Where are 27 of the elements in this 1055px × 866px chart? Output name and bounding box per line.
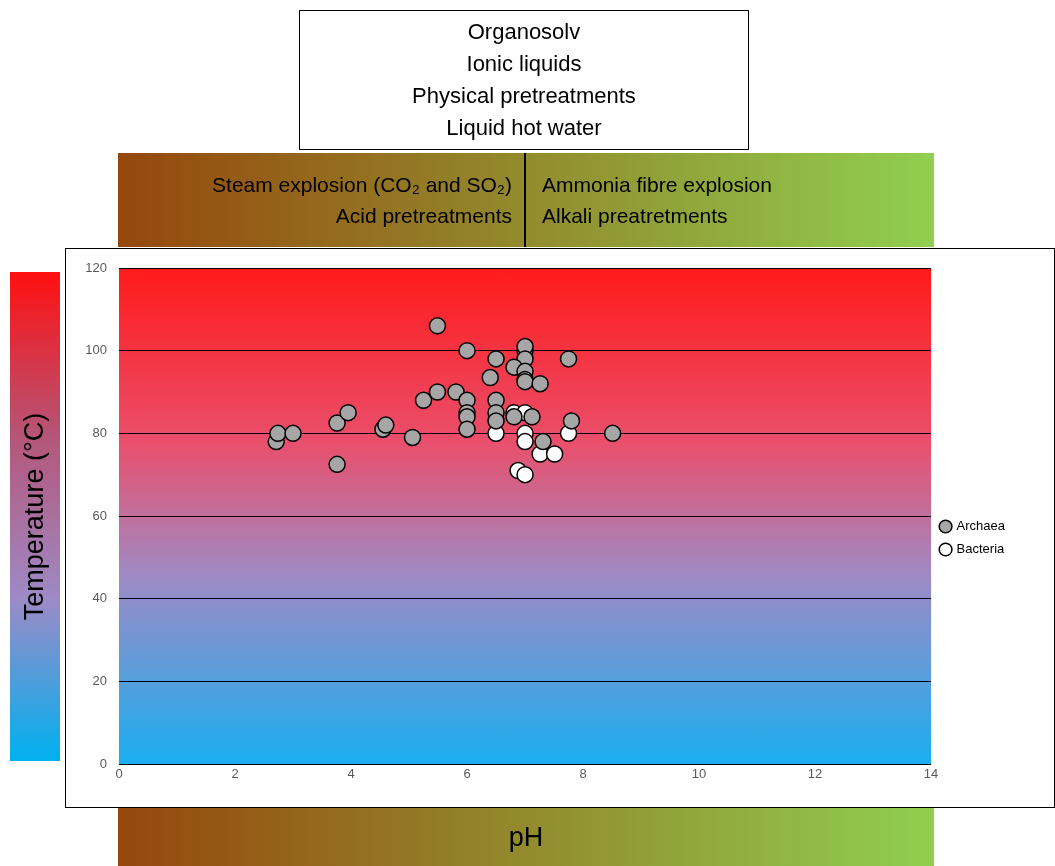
y-axis-title: Temperature (°C)	[19, 412, 51, 621]
text: Liquid hot water	[446, 114, 602, 142]
x-tick-label: 4	[347, 766, 355, 782]
text: Physical pretreatments	[412, 82, 636, 110]
text: Organosolv	[467, 18, 581, 46]
x-tick-label: 12	[807, 766, 823, 782]
x-tick-label: 8	[579, 766, 587, 782]
x-tick-label: 0	[115, 766, 123, 782]
y-tick-label: 0	[99, 755, 107, 771]
legend-label: Archaea	[956, 518, 1006, 534]
y-tick-label: 80	[92, 424, 107, 440]
text: Acid pretreatments	[335, 203, 512, 229]
y-tick-label: 20	[92, 672, 107, 688]
x-tick-label: 10	[691, 766, 707, 782]
y-tick-label: 40	[92, 590, 107, 606]
y-tick-label: 100	[85, 342, 107, 358]
x-axis-title: pH	[118, 808, 934, 866]
x-tick-label: 6	[463, 766, 471, 782]
legend-label: Bacteria	[956, 541, 1006, 557]
text: Steam explosion (CO₂ and SO₂)	[212, 172, 512, 198]
text: Ammonia fibre explosion	[542, 172, 772, 198]
text: Alkali preatretments	[542, 203, 728, 229]
x-tick-label: 14	[923, 766, 939, 782]
y-tick-label: 60	[92, 507, 107, 523]
y-tick-label: 120	[85, 259, 107, 275]
x-tick-label: 2	[231, 766, 239, 782]
text: Ionic liquids	[466, 50, 582, 78]
